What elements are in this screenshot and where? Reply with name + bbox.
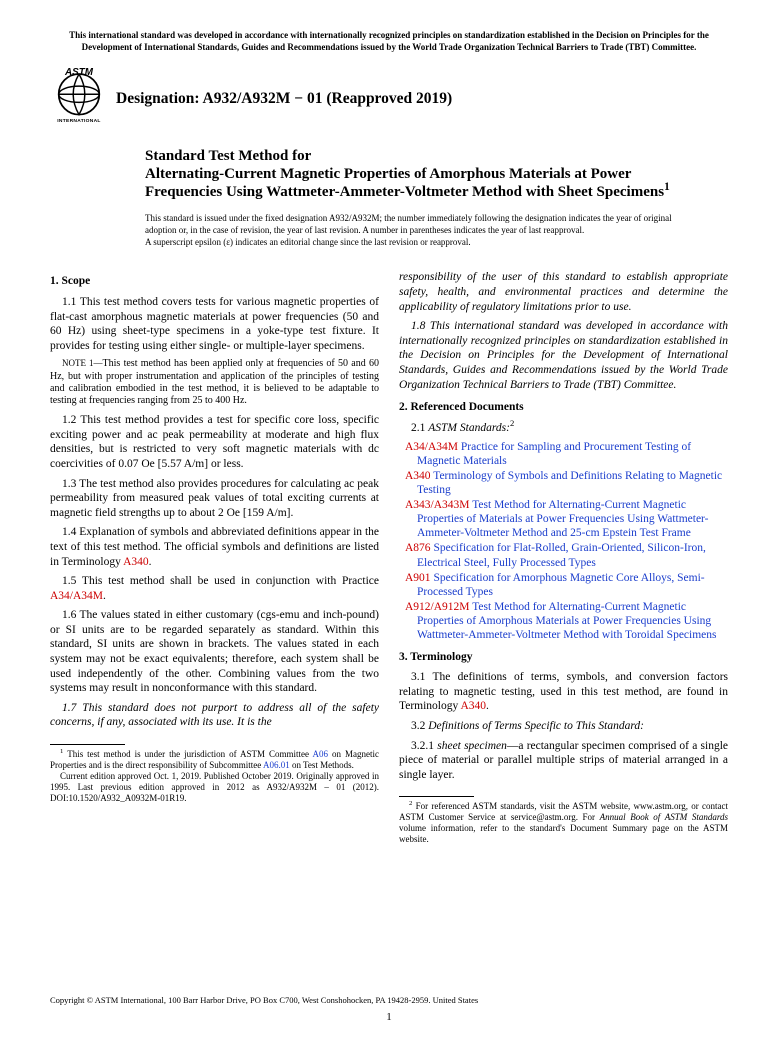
ref-item: A912/A912M Test Method for Alternating-C… <box>399 600 728 642</box>
ref-code[interactable]: A34/A34M <box>405 441 458 453</box>
ref-item: A340 Terminology of Symbols and Definiti… <box>399 469 728 497</box>
link-a06[interactable]: A06 <box>313 749 329 759</box>
header-row: ASTM INTERNATIONAL Designation: A932/A93… <box>50 67 728 125</box>
column-left: 1. Scope 1.1 This test method covers tes… <box>50 270 379 845</box>
footnote-2: 2 For referenced ASTM standards, visit t… <box>399 801 728 845</box>
ref-text[interactable]: Practice for Sampling and Procurement Te… <box>417 441 691 467</box>
ref-item: A876 Specification for Flat-Rolled, Grai… <box>399 541 728 569</box>
ref-code[interactable]: A876 <box>405 542 431 554</box>
link-a06-01[interactable]: A06.01 <box>263 760 290 770</box>
ref-a340-term[interactable]: A340 <box>460 700 486 712</box>
ref-code[interactable]: A901 <box>405 572 431 584</box>
page-container: This international standard was develope… <box>0 0 778 865</box>
footnote-1: 1 This test method is under the jurisdic… <box>50 749 379 771</box>
column-right: responsibility of the user of this stand… <box>399 270 728 845</box>
scope-1-2: 1.2 This test method provides a test for… <box>50 413 379 471</box>
committee-note: This international standard was develope… <box>50 30 728 53</box>
astm-logo: ASTM INTERNATIONAL <box>50 67 108 125</box>
body-columns: 1. Scope 1.1 This test method covers tes… <box>50 270 728 845</box>
ref-text[interactable]: Terminology of Symbols and Definitions R… <box>417 470 722 496</box>
references-heading: 2. Referenced Documents <box>399 400 728 415</box>
ref-code[interactable]: A343/A343M <box>405 499 470 511</box>
ref-code[interactable]: A340 <box>405 470 431 482</box>
title-main: Alternating-Current Magnetic Properties … <box>145 165 698 201</box>
footnote-separator-right <box>399 796 474 797</box>
copyright-line: Copyright © ASTM International, 100 Barr… <box>50 995 478 1005</box>
designation: Designation: A932/A932M − 01 (Reapproved… <box>116 84 452 108</box>
scope-1-6: 1.6 The values stated in either customar… <box>50 608 379 696</box>
scope-note-1: NOTE 1—This test method has been applied… <box>50 358 379 407</box>
ref-item: A901 Specification for Amorphous Magneti… <box>399 571 728 599</box>
references-sub: 2.1 ASTM Standards:2 <box>399 421 728 436</box>
scope-1-3: 1.3 The test method also provides proced… <box>50 477 379 521</box>
terminology-heading: 3. Terminology <box>399 650 728 665</box>
ref-item: A343/A343M Test Method for Alternating-C… <box>399 498 728 540</box>
page-number: 1 <box>0 1011 778 1023</box>
ref-a340-inline[interactable]: A340 <box>123 556 149 568</box>
scope-1-8: 1.8 This international standard was deve… <box>399 319 728 392</box>
ref-text[interactable]: Specification for Amorphous Magnetic Cor… <box>417 572 705 598</box>
svg-text:ASTM: ASTM <box>64 67 94 78</box>
svg-text:INTERNATIONAL: INTERNATIONAL <box>57 118 100 124</box>
ref-a34-inline[interactable]: A34/A34M <box>50 590 103 602</box>
issuance-line-1: This standard is issued under the fixed … <box>145 213 678 236</box>
scope-1-4: 1.4 Explanation of symbols and abbreviat… <box>50 525 379 569</box>
issuance-note: This standard is issued under the fixed … <box>145 213 678 248</box>
scope-1-5: 1.5 This test method shall be used in co… <box>50 574 379 603</box>
ref-text[interactable]: Specification for Flat-Rolled, Grain-Ori… <box>417 542 706 568</box>
ref-code[interactable]: A912/A912M <box>405 601 470 613</box>
scope-heading: 1. Scope <box>50 274 379 289</box>
scope-1-7-right: responsibility of the user of this stand… <box>399 270 728 314</box>
issuance-line-2: A superscript epsilon (ε) indicates an e… <box>145 237 678 249</box>
scope-1-7-left: 1.7 This standard does not purport to ad… <box>50 701 379 730</box>
title-block: Standard Test Method for Alternating-Cur… <box>145 147 698 201</box>
footnote-separator-left <box>50 744 125 745</box>
footnote-1-p2: Current edition approved Oct. 1, 2019. P… <box>50 771 379 804</box>
scope-1-1: 1.1 This test method covers tests for va… <box>50 295 379 353</box>
ref-item: A34/A34M Practice for Sampling and Procu… <box>399 440 728 468</box>
term-3-1: 3.1 The definitions of terms, symbols, a… <box>399 670 728 714</box>
title-prefix: Standard Test Method for <box>145 147 698 165</box>
term-3-2: 3.2 Definitions of Terms Specific to Thi… <box>399 719 728 734</box>
term-3-2-1: 3.2.1 sheet specimen—a rectangular speci… <box>399 739 728 783</box>
